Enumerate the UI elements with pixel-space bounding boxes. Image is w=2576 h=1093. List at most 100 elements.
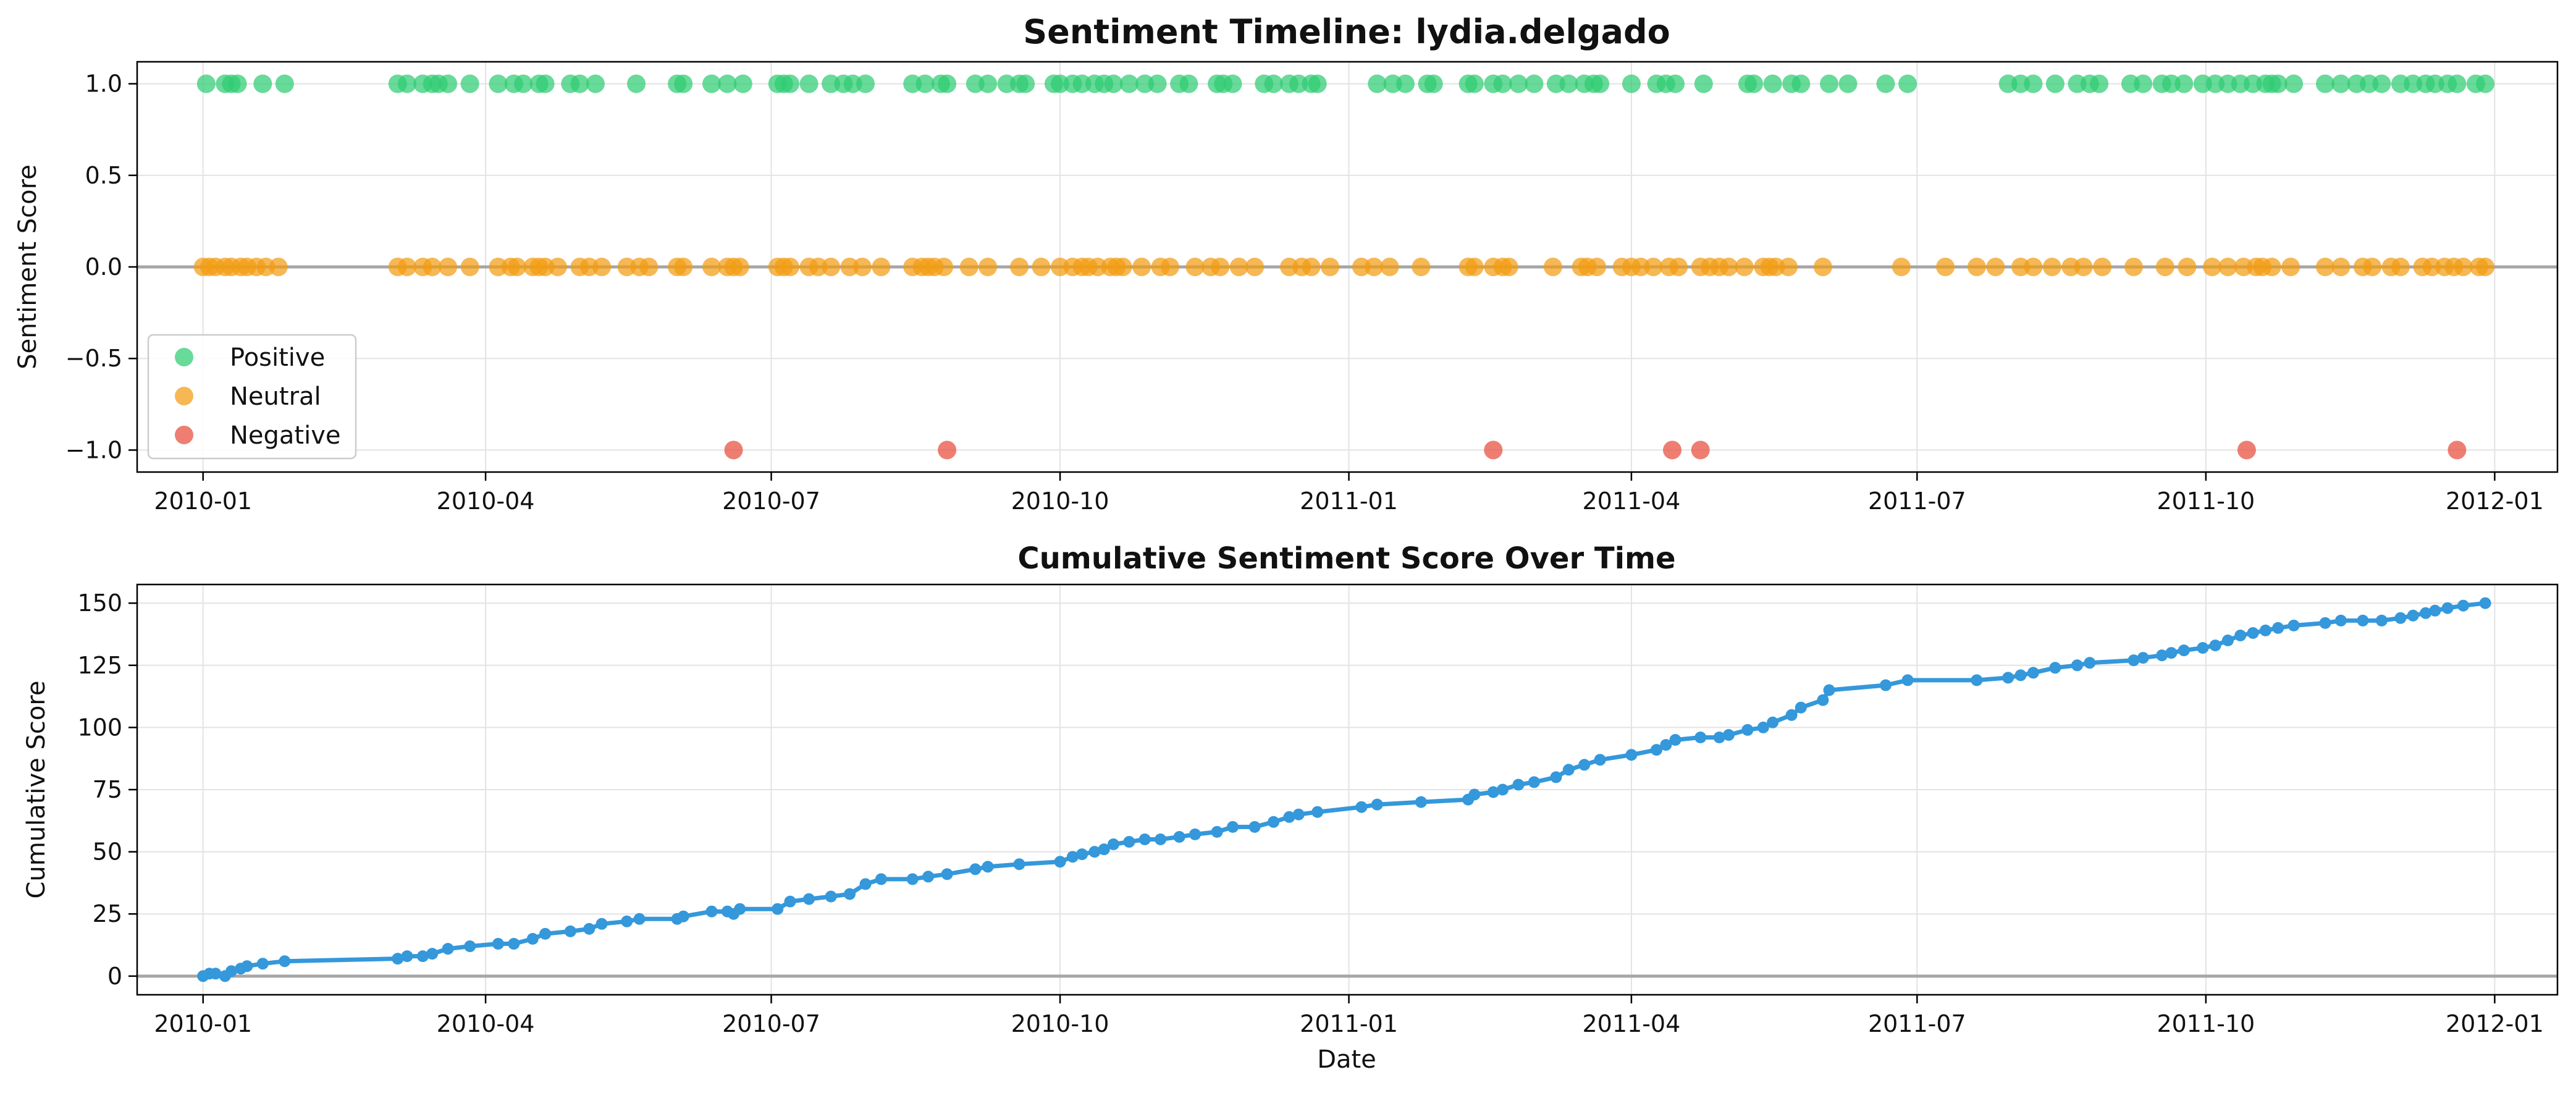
positive-point: [1666, 74, 1685, 93]
positive-point: [1509, 74, 1528, 93]
cumulative-point: [209, 968, 222, 980]
chart2-y-axis-label: Cumulative Score: [22, 680, 51, 898]
y-tick-label: 50: [93, 838, 122, 866]
cumulative-point: [1088, 846, 1101, 858]
positive-point: [1622, 74, 1641, 93]
cumulative-point: [1823, 684, 1835, 696]
cumulative-point: [1512, 779, 1525, 791]
cumulative-point: [2128, 654, 2140, 667]
chart2-title: Cumulative Sentiment Score Over Time: [1017, 541, 1675, 576]
cumulative-point: [825, 890, 837, 903]
cumulative-point: [1189, 828, 1201, 840]
positive-point: [1763, 74, 1782, 93]
cumulative-point: [1487, 786, 1499, 798]
neutral-point: [781, 258, 799, 276]
cumulative-point: [922, 871, 935, 883]
x-tick-label: 2011-10: [2157, 1010, 2255, 1037]
cumulative-point: [2407, 609, 2419, 622]
sentiment-timeline-panel: Sentiment Timeline: lydia.delgado 2010-0…: [14, 12, 2559, 515]
neutral-point: [2316, 258, 2334, 276]
positive-point: [2090, 74, 2109, 93]
neutral-point: [639, 258, 659, 276]
neutral-point: [822, 258, 841, 276]
neutral-point: [1412, 258, 1431, 276]
cumulative-point: [1660, 739, 1672, 751]
negative-point: [1663, 441, 1682, 460]
x-tick-label: 2010-01: [154, 1010, 252, 1037]
negative-point: [938, 441, 957, 460]
cumulative-point: [2375, 614, 2388, 627]
neutral-point: [1967, 258, 1986, 276]
cumulative-point: [426, 948, 439, 960]
cumulative-point: [1066, 851, 1079, 863]
cumulative-point: [1651, 744, 1662, 756]
cumulative-point: [734, 903, 746, 915]
cumulative-point: [1139, 833, 1151, 845]
x-tick-label: 2011-07: [1868, 1010, 1966, 1037]
cumulative-point: [1785, 709, 1798, 721]
positive-point: [2134, 74, 2153, 93]
neutral-point: [2391, 258, 2410, 276]
cumulative-point: [1713, 732, 1725, 743]
cumulative-point: [583, 922, 596, 935]
negative-point: [1484, 441, 1503, 460]
cumulative-point: [1227, 821, 1239, 833]
cumulative-point: [279, 955, 291, 968]
neutral-point: [852, 258, 872, 276]
cumulative-point: [1757, 721, 1769, 733]
cumulative-point: [2272, 622, 2284, 634]
x-tick-label: 2011-01: [1300, 1010, 1398, 1037]
positive-point: [1559, 74, 1578, 93]
cumulative-point: [969, 863, 982, 876]
neutral-point: [1543, 258, 1562, 276]
neutral-point: [1719, 258, 1738, 276]
cumulative-point: [1817, 694, 1829, 706]
neutral-point: [2124, 258, 2143, 276]
cumulative-point: [2319, 617, 2331, 629]
cumulative-point: [772, 903, 784, 915]
positive-point: [1264, 74, 1283, 93]
x-tick-label: 2010-01: [154, 487, 252, 515]
cumulative-point: [2221, 635, 2234, 646]
y-tick-label: 1.0: [85, 70, 122, 98]
neutral-point: [1813, 258, 1832, 276]
positive-point: [1898, 74, 1917, 93]
neutral-point: [1302, 258, 1321, 276]
cumulative-point: [1311, 806, 1324, 818]
neutral-point: [674, 258, 693, 276]
cumulative-point: [1123, 836, 1135, 848]
neutral-point: [548, 258, 567, 276]
cumulative-point: [1107, 838, 1119, 850]
positive-point: [460, 74, 479, 93]
neutral-point: [460, 258, 479, 276]
positive-point: [1694, 74, 1713, 93]
cumulative-point: [225, 965, 237, 977]
chart1-x-ticks: 2010-01 2010-04 2010-07 2010-10 2011-01 2011-…: [154, 472, 2544, 515]
x-tick-label: 2010-07: [722, 487, 820, 515]
cumulative-point: [1415, 796, 1427, 808]
cumulative-point: [784, 895, 796, 908]
cumulative-point: [2247, 627, 2259, 639]
chart1-y-axis-label: Sentiment Score: [14, 164, 42, 369]
positive-point: [439, 74, 458, 93]
positive-point: [1838, 74, 1858, 93]
cumulative-point: [539, 927, 552, 940]
cumulative-point: [2049, 662, 2061, 674]
positive-point: [1223, 74, 1242, 93]
neutral-point: [2476, 258, 2495, 276]
positive-point: [1119, 74, 1139, 93]
cumulative-point: [2394, 612, 2407, 624]
neutral-point: [2024, 258, 2043, 276]
cumulative-point: [2441, 602, 2454, 614]
neutral-point: [702, 258, 721, 276]
cumulative-point: [2457, 599, 2469, 612]
cumulative-point: [844, 888, 856, 900]
chart2-x-ticks: 2010-01 2010-04 2010-07 2010-10 2011-01 2011-…: [154, 995, 2544, 1037]
neutral-point: [1669, 258, 1688, 276]
y-tick-label: 0.0: [85, 253, 122, 281]
y-tick-label: 100: [77, 714, 122, 741]
neutral-point: [269, 258, 288, 276]
positive-point: [489, 74, 508, 93]
cumulative-point: [1355, 801, 1368, 813]
positive-point: [586, 74, 605, 93]
